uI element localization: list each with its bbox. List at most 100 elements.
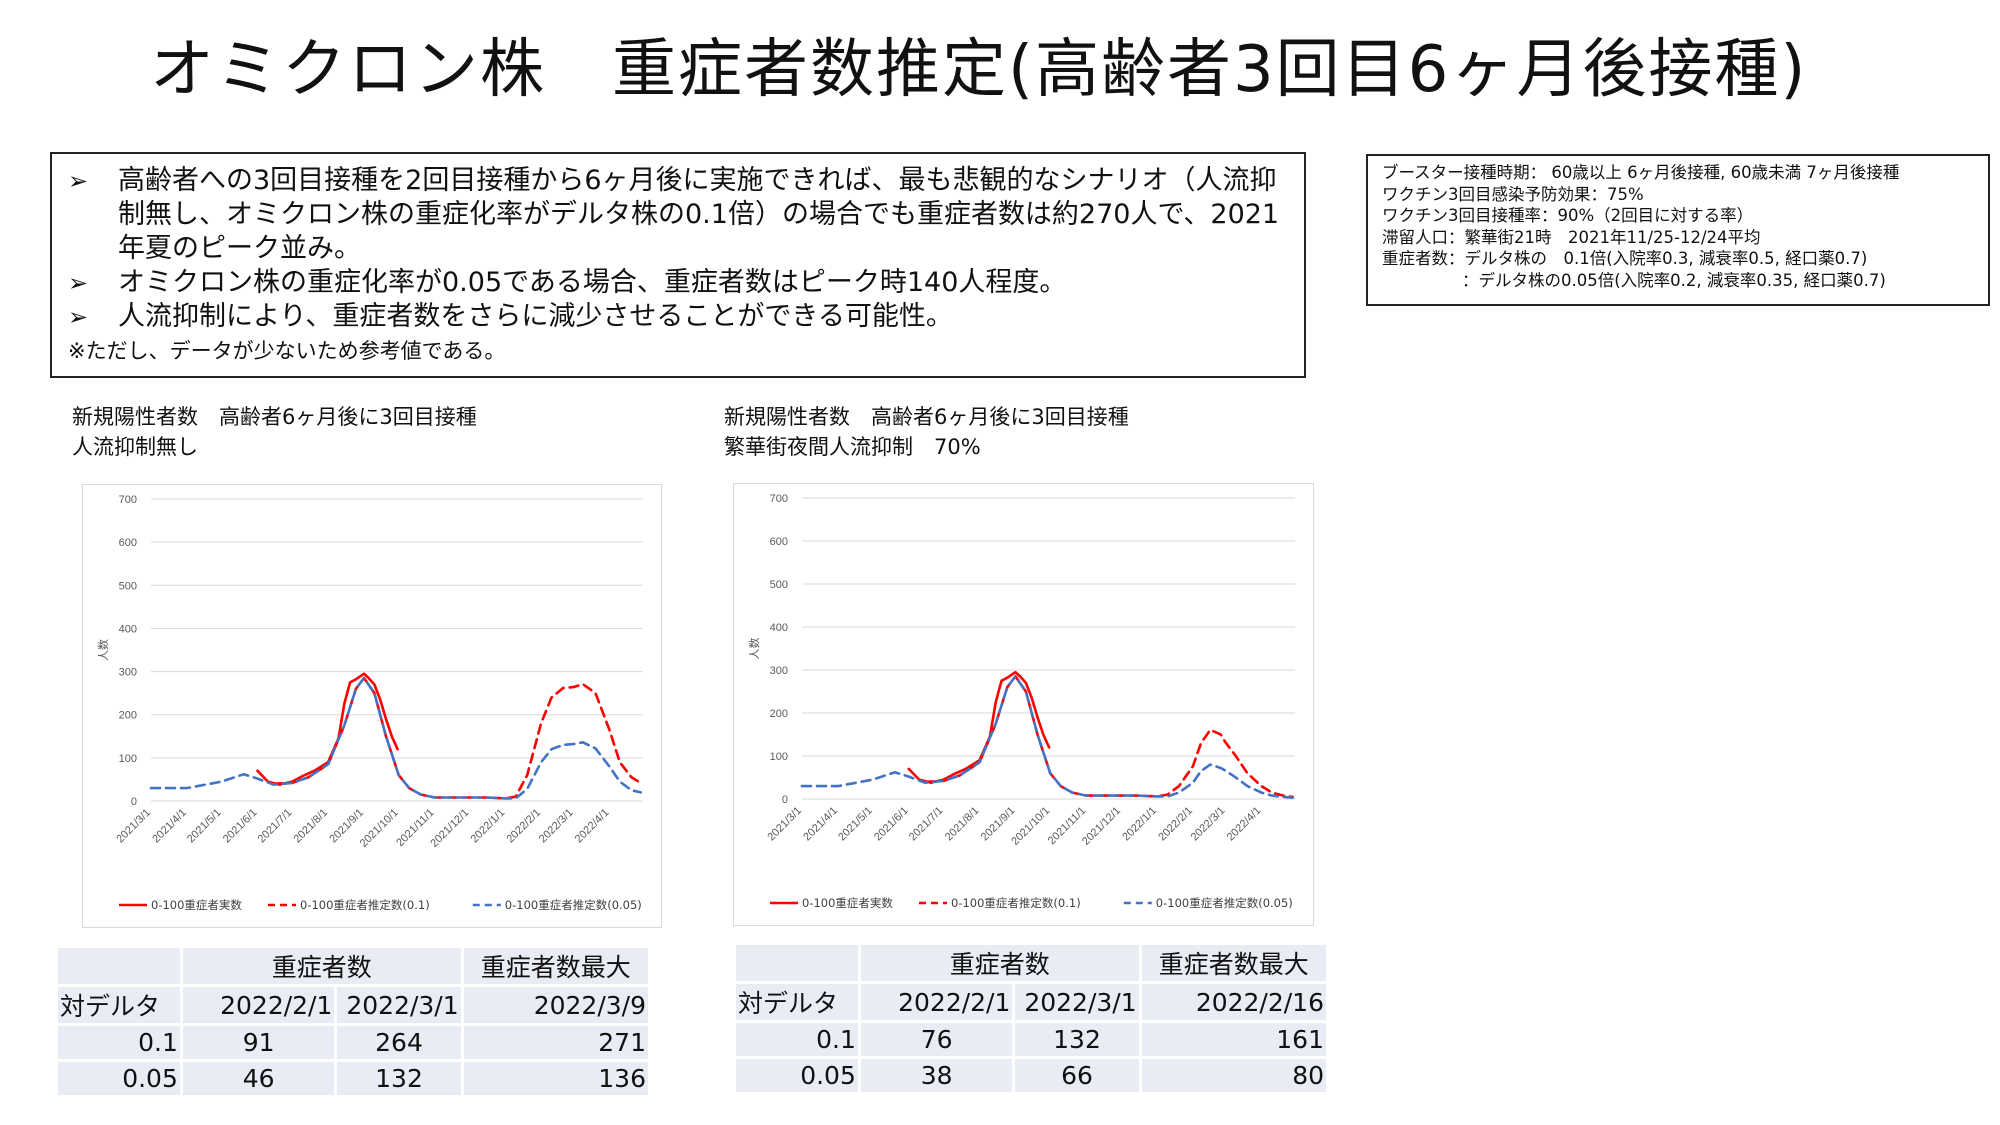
table-date: 2022/2/1 — [182, 987, 335, 1023]
chart-heading-line: 繁華街夜間人流抑制 70% — [724, 435, 981, 459]
table-ratio: 0.05 — [58, 1062, 180, 1095]
table-cell — [736, 945, 858, 981]
x-tick-label: 2021/10/1 — [358, 807, 401, 850]
x-tick-label: 2021/12/1 — [428, 807, 471, 850]
legend-label: 0-100重症者推定数(0.05) — [1156, 896, 1293, 910]
parameters-box: ブースター接種時期： 60歳以上 6ヶ月後接種, 60歳未満 7ヶ月後接種 ワク… — [1366, 154, 1990, 306]
param-line: ワクチン3回目接種率：90%（2回目に対する率） — [1382, 206, 1754, 225]
series-line — [149, 676, 643, 800]
y-tick-label: 400 — [119, 623, 137, 635]
summary-bullet-text: 高齢者への3回目接種を2回目接種から6ヶ月後に実施できれば、最も悲観的なシナリオ… — [118, 165, 1280, 264]
table-ratio: 0.1 — [58, 1026, 180, 1059]
table-date: 2022/3/9 — [463, 987, 648, 1023]
table-header-max: 重症者数最大 — [1141, 945, 1326, 981]
y-tick-label: 200 — [770, 708, 788, 720]
table-value: 161 — [1141, 1023, 1326, 1056]
table-value: 66 — [1015, 1059, 1139, 1092]
chart-heading-line: 人流抑制無し — [72, 435, 198, 459]
x-tick-label: 2021/3/1 — [114, 807, 153, 846]
y-tick-label: 0 — [131, 796, 137, 808]
x-tick-label: 2022/1/1 — [469, 807, 508, 846]
table-value: 38 — [860, 1059, 1013, 1092]
param-line: 重症者数：デルタ株の 0.1倍(入院率0.3, 減衰率0.5, 経口薬0.7) — [1382, 249, 1868, 268]
param-line: 滞留人口：繁華街21時 2021年11/25-12/24平均 — [1382, 227, 1761, 247]
table-value: 132 — [337, 1062, 461, 1095]
x-tick-label: 2022/4/1 — [573, 807, 612, 846]
arrow-bullet-icon: ➢ — [68, 303, 89, 331]
summary-bullet: ➢ オミクロン株の重症化率が0.05である場合、重症者数はピーク時140人程度。 — [68, 266, 1288, 300]
chart-svg: 0 100 200 300 400 500 600 700 人数 2021/3/12021/4/1… — [97, 494, 643, 912]
x-tick-label: 2021/8/1 — [943, 805, 982, 844]
x-tick-label: 2021/5/1 — [185, 807, 224, 846]
legend-label: 0-100重症者実数 — [151, 898, 242, 912]
x-tick-label: 2021/10/1 — [1009, 805, 1052, 848]
x-tick-label: 2021/12/1 — [1080, 805, 1123, 848]
table-row-header: 対デルタ — [58, 987, 180, 1023]
y-tick-label: 600 — [119, 537, 137, 549]
summary-bullet: ➢ 人流抑制により、重症者数をさらに減少させることができる可能性。 — [68, 300, 1288, 334]
series-line — [272, 676, 643, 800]
chart-heading-left: 新規陽性者数 高齢者6ヶ月後に3回目接種 人流抑制無し — [72, 402, 477, 462]
table-row: 0.1 76 132 161 — [736, 1023, 1326, 1056]
table-row: 重症者数 重症者数最大 — [58, 948, 648, 984]
results-table-right: 重症者数 重症者数最大 対デルタ 2022/2/1 2022/3/1 2022/… — [733, 942, 1329, 1095]
x-tick-label: 2021/4/1 — [801, 805, 840, 844]
param-line: ：デルタ株の0.05倍(入院率0.2, 減衰率0.35, 経口薬0.7) — [1462, 270, 1886, 290]
legend-label: 0-100重症者実数 — [802, 896, 893, 910]
table-row: 対デルタ 2022/2/1 2022/3/1 2022/3/9 — [58, 987, 648, 1023]
x-tick-label: 2021/4/1 — [150, 807, 189, 846]
table-date: 2022/2/16 — [1141, 984, 1326, 1020]
chart-left: 0 100 200 300 400 500 600 700 人数 2021/3/1 2021/4/1… — [82, 484, 662, 928]
table-row: 0.05 38 66 80 — [736, 1059, 1326, 1092]
table-row: 0.1 91 264 271 — [58, 1026, 648, 1059]
table-row: 0.05 46 132 136 — [58, 1062, 648, 1095]
y-tick-label: 600 — [770, 536, 788, 548]
legend-label: 0-100重症者推定数(0.1) — [300, 898, 430, 912]
chart-heading-line: 新規陽性者数 高齢者6ヶ月後に3回目接種 — [724, 405, 1129, 429]
x-tick-label: 2021/3/1 — [765, 805, 804, 844]
table-value: 132 — [1015, 1023, 1139, 1056]
page-title: オミクロン株 重症者数推定(高齢者3回目6ヶ月後接種) — [150, 33, 1808, 107]
y-tick-label: 400 — [770, 622, 788, 634]
y-tick-label: 100 — [770, 751, 788, 763]
table-date: 2022/3/1 — [1015, 984, 1139, 1020]
y-tick-label: 0 — [782, 794, 788, 806]
y-tick-label: 700 — [770, 493, 788, 505]
summary-note: ※ただし、データが少ないため参考値である。 — [68, 339, 506, 363]
y-axis-title: 人数 — [97, 639, 110, 661]
chart-heading-line: 新規陽性者数 高齢者6ヶ月後に3回目接種 — [72, 405, 477, 429]
table-row: 対デルタ 2022/2/1 2022/3/1 2022/2/16 — [736, 984, 1326, 1020]
x-tick-label: 2021/5/1 — [836, 805, 875, 844]
summary-bullet: ➢ 高齢者への3回目接種を2回目接種から6ヶ月後に実施できれば、最も悲観的なシナ… — [68, 164, 1288, 266]
table-row: 重症者数 重症者数最大 — [736, 945, 1326, 981]
x-tick-label: 2021/7/1 — [907, 805, 946, 844]
table-value: 264 — [337, 1026, 461, 1059]
y-tick-label: 300 — [119, 667, 137, 679]
table-ratio: 0.05 — [736, 1059, 858, 1092]
param-line: ブースター接種時期： 60歳以上 6ヶ月後接種, 60歳未満 7ヶ月後接種 — [1382, 163, 1900, 182]
table-row-header: 対デルタ — [736, 984, 858, 1020]
x-tick-label: 2021/8/1 — [291, 807, 330, 846]
table-value: 91 — [182, 1026, 335, 1059]
x-tick-label: 2022/4/1 — [1225, 805, 1264, 844]
table-header-group: 重症者数 — [860, 945, 1139, 981]
y-tick-label: 500 — [119, 580, 137, 592]
summary-box: ➢ 高齢者への3回目接種を2回目接種から6ヶ月後に実施できれば、最も悲観的なシナ… — [50, 152, 1306, 378]
table-date: 2022/2/1 — [860, 984, 1013, 1020]
summary-bullet-text: オミクロン株の重症化率が0.05である場合、重症者数はピーク時140人程度。 — [118, 267, 1067, 298]
series-line — [907, 670, 1051, 785]
y-tick-label: 300 — [770, 665, 788, 677]
arrow-bullet-icon: ➢ — [68, 269, 89, 297]
table-date: 2022/3/1 — [337, 987, 461, 1023]
table-header-max: 重症者数最大 — [463, 948, 648, 984]
x-tick-label: 2021/7/1 — [256, 807, 295, 846]
x-tick-label: 2022/3/1 — [1189, 805, 1228, 844]
results-table-left: 重症者数 重症者数最大 対デルタ 2022/2/1 2022/3/1 2022/… — [55, 945, 651, 1098]
x-tick-label: 2022/2/1 — [504, 807, 543, 846]
arrow-bullet-icon: ➢ — [68, 167, 89, 195]
chart-right: 0 100 200 300 400 500 600 700 人数 2021/3/1 2021/4/1… — [733, 483, 1314, 926]
x-tick-label: 2022/3/1 — [537, 807, 576, 846]
table-value: 46 — [182, 1062, 335, 1095]
chart-heading-right: 新規陽性者数 高齢者6ヶ月後に3回目接種 繁華街夜間人流抑制 70% — [724, 402, 1129, 462]
y-tick-label: 200 — [119, 710, 137, 722]
